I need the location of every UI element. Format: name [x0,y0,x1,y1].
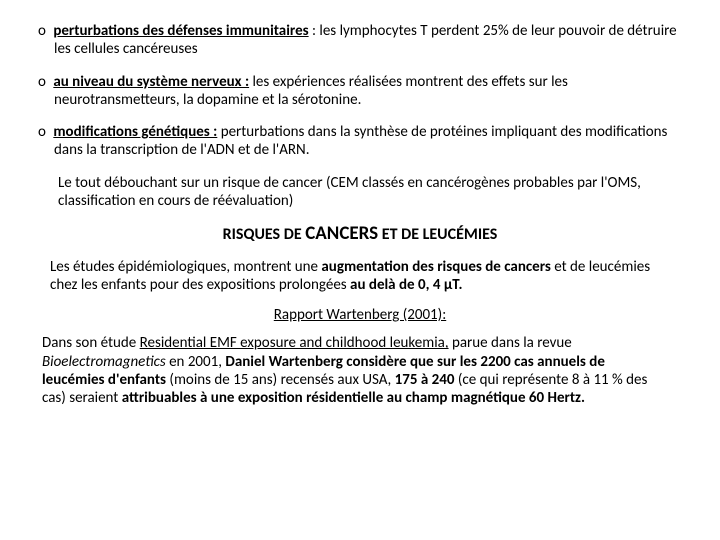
bullet-term: modifications génétiques : [53,123,217,141]
note-text: Le tout débouchant sur un risque de canc… [58,174,668,211]
bullet-marker: o [38,73,50,91]
paragraph: Dans son étude Residential EMF exposure … [42,334,670,407]
bullet-term: au niveau du système nerveux : [53,73,249,91]
para-bold: attribuables à une exposition résidentie… [122,389,585,407]
para-bold: augmentation des risques de cancers [321,258,550,276]
bullet-item: o modifications génétiques : perturbatio… [54,123,688,160]
para-text: en 2001, [166,353,226,371]
bullet-marker: o [38,123,50,141]
para-bold: au delà de 0, 4 µT. [350,276,462,294]
section-heading: RISQUES DE CANCERS ET DE LEUCÉMIES [32,222,688,245]
para-bold: 175 à 240 [395,371,455,389]
bullet-term: perturbations des défenses immunitaires [53,22,308,40]
para-underline: Residential EMF exposure and childhood l… [140,334,449,352]
heading-pre: RISQUES DE [223,225,306,244]
heading-post: ET DE LEUCÉMIES [378,225,497,244]
para-text: parue dans la revue [449,334,572,352]
bullet-item: o au niveau du système nerveux : les exp… [54,73,688,110]
para-text: Dans son étude [42,334,140,352]
report-title: Rapport Wartenberg (2001): [32,306,688,324]
para-italic: Bioelectromagnetics [42,353,166,371]
paragraph: Les études épidémiologiques, montrent un… [50,258,670,295]
document-body: o perturbations des défenses immunitaire… [0,0,720,430]
para-text: Les études épidémiologiques, montrent un… [50,258,321,276]
heading-main: CANCERS [305,222,378,245]
bullet-marker: o [38,22,50,40]
bullet-item: o perturbations des défenses immunitaire… [54,22,688,59]
para-text: (moins de 15 ans) recensés aux USA, [166,371,395,389]
